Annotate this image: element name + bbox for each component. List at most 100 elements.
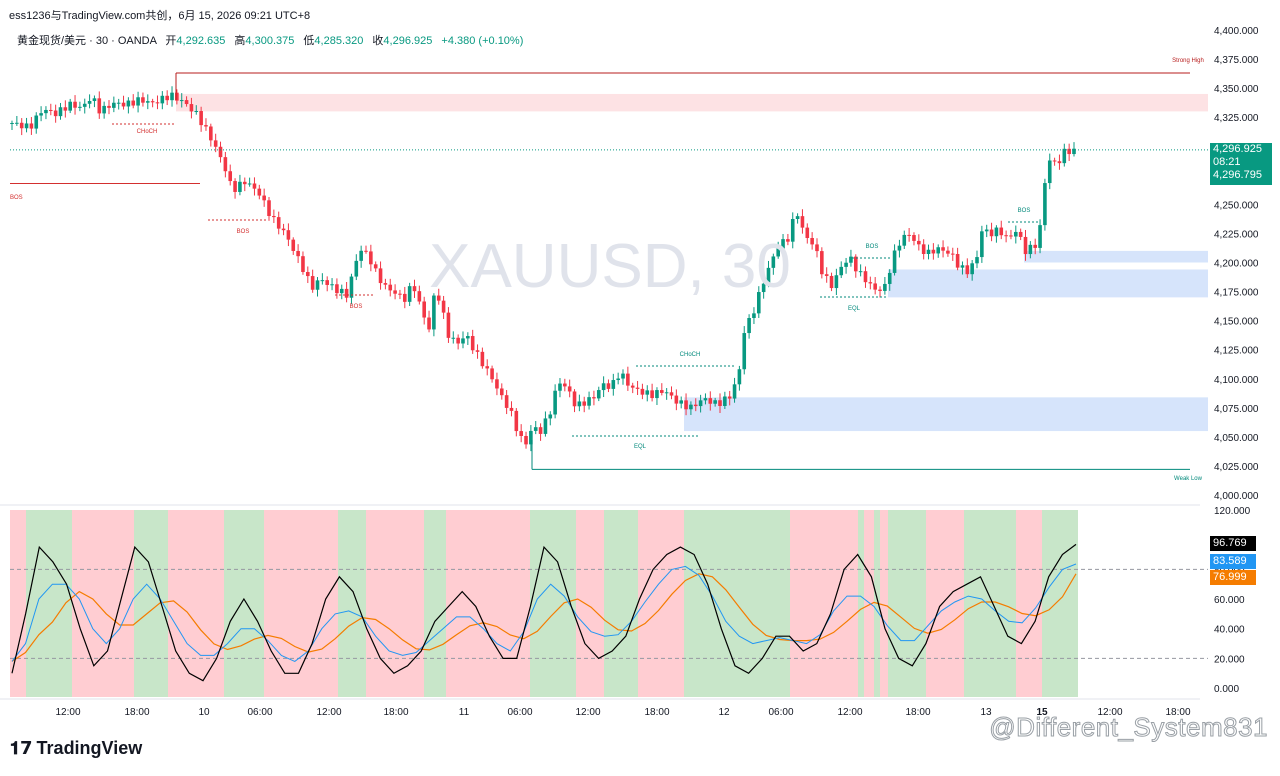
demand-zone — [1024, 250, 1208, 263]
candle-down — [262, 195, 266, 201]
high-value: 4,300.375 — [245, 35, 295, 47]
brand-name: TradingView — [36, 738, 143, 758]
osc-zone-bear — [576, 510, 604, 697]
candle-up — [349, 276, 354, 298]
osc-zone-bear — [264, 510, 338, 697]
ohlc-legend[interactable]: 黄金现货/美元 · 30 · OANDA 开4,292.635 高4,300.3… — [17, 32, 523, 48]
candle-down — [1033, 244, 1038, 248]
candle-up — [839, 266, 844, 276]
time-tick-label: 12:00 — [575, 707, 600, 718]
osc-zone-bull — [530, 510, 576, 697]
candle-up — [529, 430, 533, 445]
candle-down — [53, 110, 58, 117]
candle-up — [553, 390, 557, 415]
time-tick-label: 15 — [1036, 707, 1048, 718]
symbol-watermark: XAUUSD, 30 — [429, 232, 791, 301]
candle-down — [369, 251, 373, 265]
osc-zone-bull — [964, 510, 1016, 697]
candle-down — [582, 401, 587, 406]
header-bar: ess1236与TradingView.com共创，6月 15, 2026 09… — [0, 0, 1280, 28]
candle-up — [984, 229, 989, 232]
candle-down — [485, 366, 490, 369]
candle-up — [10, 123, 14, 124]
oscillator-lines — [10, 543, 1208, 682]
candle-up — [795, 216, 800, 219]
candle-down — [155, 102, 160, 104]
grid-lines — [0, 504, 1200, 700]
candle-down — [364, 250, 368, 252]
candle-down — [252, 183, 257, 189]
candle-down — [674, 395, 679, 404]
candle-down — [344, 288, 349, 298]
candle-up — [92, 98, 97, 102]
candle-down — [946, 250, 950, 254]
candle-down — [708, 398, 713, 404]
candle-down — [189, 104, 194, 112]
weak-low-label: Weak Low — [1174, 476, 1203, 482]
osc-tick-label: 40.000 — [1214, 625, 1245, 636]
candle-up — [1072, 148, 1076, 155]
candle-up — [102, 105, 106, 114]
candle-up — [844, 262, 848, 267]
candle-down — [213, 140, 218, 147]
open-label: 开 — [165, 35, 177, 47]
symbol-label[interactable]: 黄金现货/美元 · 30 · OANDA — [17, 35, 157, 47]
eql-label: EQL — [848, 306, 861, 312]
candle-up — [82, 103, 87, 107]
time-tick-label: 18:00 — [124, 707, 149, 718]
candle-up — [858, 271, 863, 273]
candle-up — [466, 336, 470, 339]
candle-down — [912, 235, 916, 241]
candle-up — [781, 239, 785, 249]
price-tick-label: 4,075.000 — [1214, 404, 1259, 415]
price-tick-label: 4,025.000 — [1214, 462, 1259, 473]
osc-zone-bull — [888, 510, 926, 697]
candle-up — [960, 265, 965, 268]
candle-down — [592, 397, 596, 399]
candle-up — [742, 333, 747, 370]
candle-up — [194, 111, 199, 113]
candle-down — [504, 395, 509, 408]
candle-up — [451, 337, 456, 339]
osc-orange-tag: 76.999 — [1210, 570, 1256, 585]
open-value: 4,292.635 — [176, 35, 226, 47]
candle-down — [402, 293, 407, 302]
candle-up — [432, 295, 436, 330]
candle-down — [931, 249, 936, 254]
candle-up — [596, 390, 601, 399]
price-axis[interactable]: 4,400.0004,375.0004,350.0004,325.0004,30… — [1214, 26, 1259, 695]
candle-up — [1014, 231, 1018, 237]
time-tick-label: 18:00 — [644, 707, 669, 718]
candle-down — [907, 234, 911, 236]
candle-up — [771, 256, 776, 268]
candle-down — [296, 250, 300, 257]
time-axis[interactable]: 12:00 18:00 10 06:00 12:00 18:00 11 06:00 12:00 1… — [55, 707, 1190, 718]
candle-down — [786, 239, 790, 242]
candle-up — [737, 369, 742, 385]
candle-up — [703, 398, 708, 401]
candle-up — [1028, 244, 1033, 255]
candle-down — [436, 295, 441, 301]
candle-up — [34, 115, 39, 129]
candle-up — [359, 250, 363, 261]
candle-up — [834, 275, 839, 289]
tradingview-logo[interactable]: 𝟏𝟳 TradingView — [10, 738, 142, 759]
low-label: 低 — [303, 35, 315, 47]
candle-up — [577, 401, 582, 407]
candle-up — [1038, 225, 1042, 248]
osc-zone-bear — [926, 510, 964, 697]
candle-down — [1018, 231, 1023, 237]
candle-down — [829, 275, 834, 289]
candle-down — [820, 251, 824, 275]
time-tick-label: 06:00 — [768, 707, 793, 718]
candle-down — [199, 111, 203, 126]
candle-up — [44, 109, 48, 114]
candle-down — [184, 100, 189, 105]
candle-up — [330, 284, 334, 286]
candle-down — [398, 293, 402, 295]
candle-up — [698, 400, 703, 407]
time-tick-label: 12:00 — [1097, 707, 1122, 718]
candle-up — [732, 384, 737, 399]
candle-down — [475, 350, 480, 352]
